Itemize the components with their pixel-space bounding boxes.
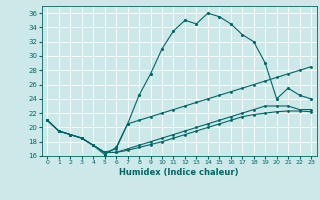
X-axis label: Humidex (Indice chaleur): Humidex (Indice chaleur) — [119, 168, 239, 177]
